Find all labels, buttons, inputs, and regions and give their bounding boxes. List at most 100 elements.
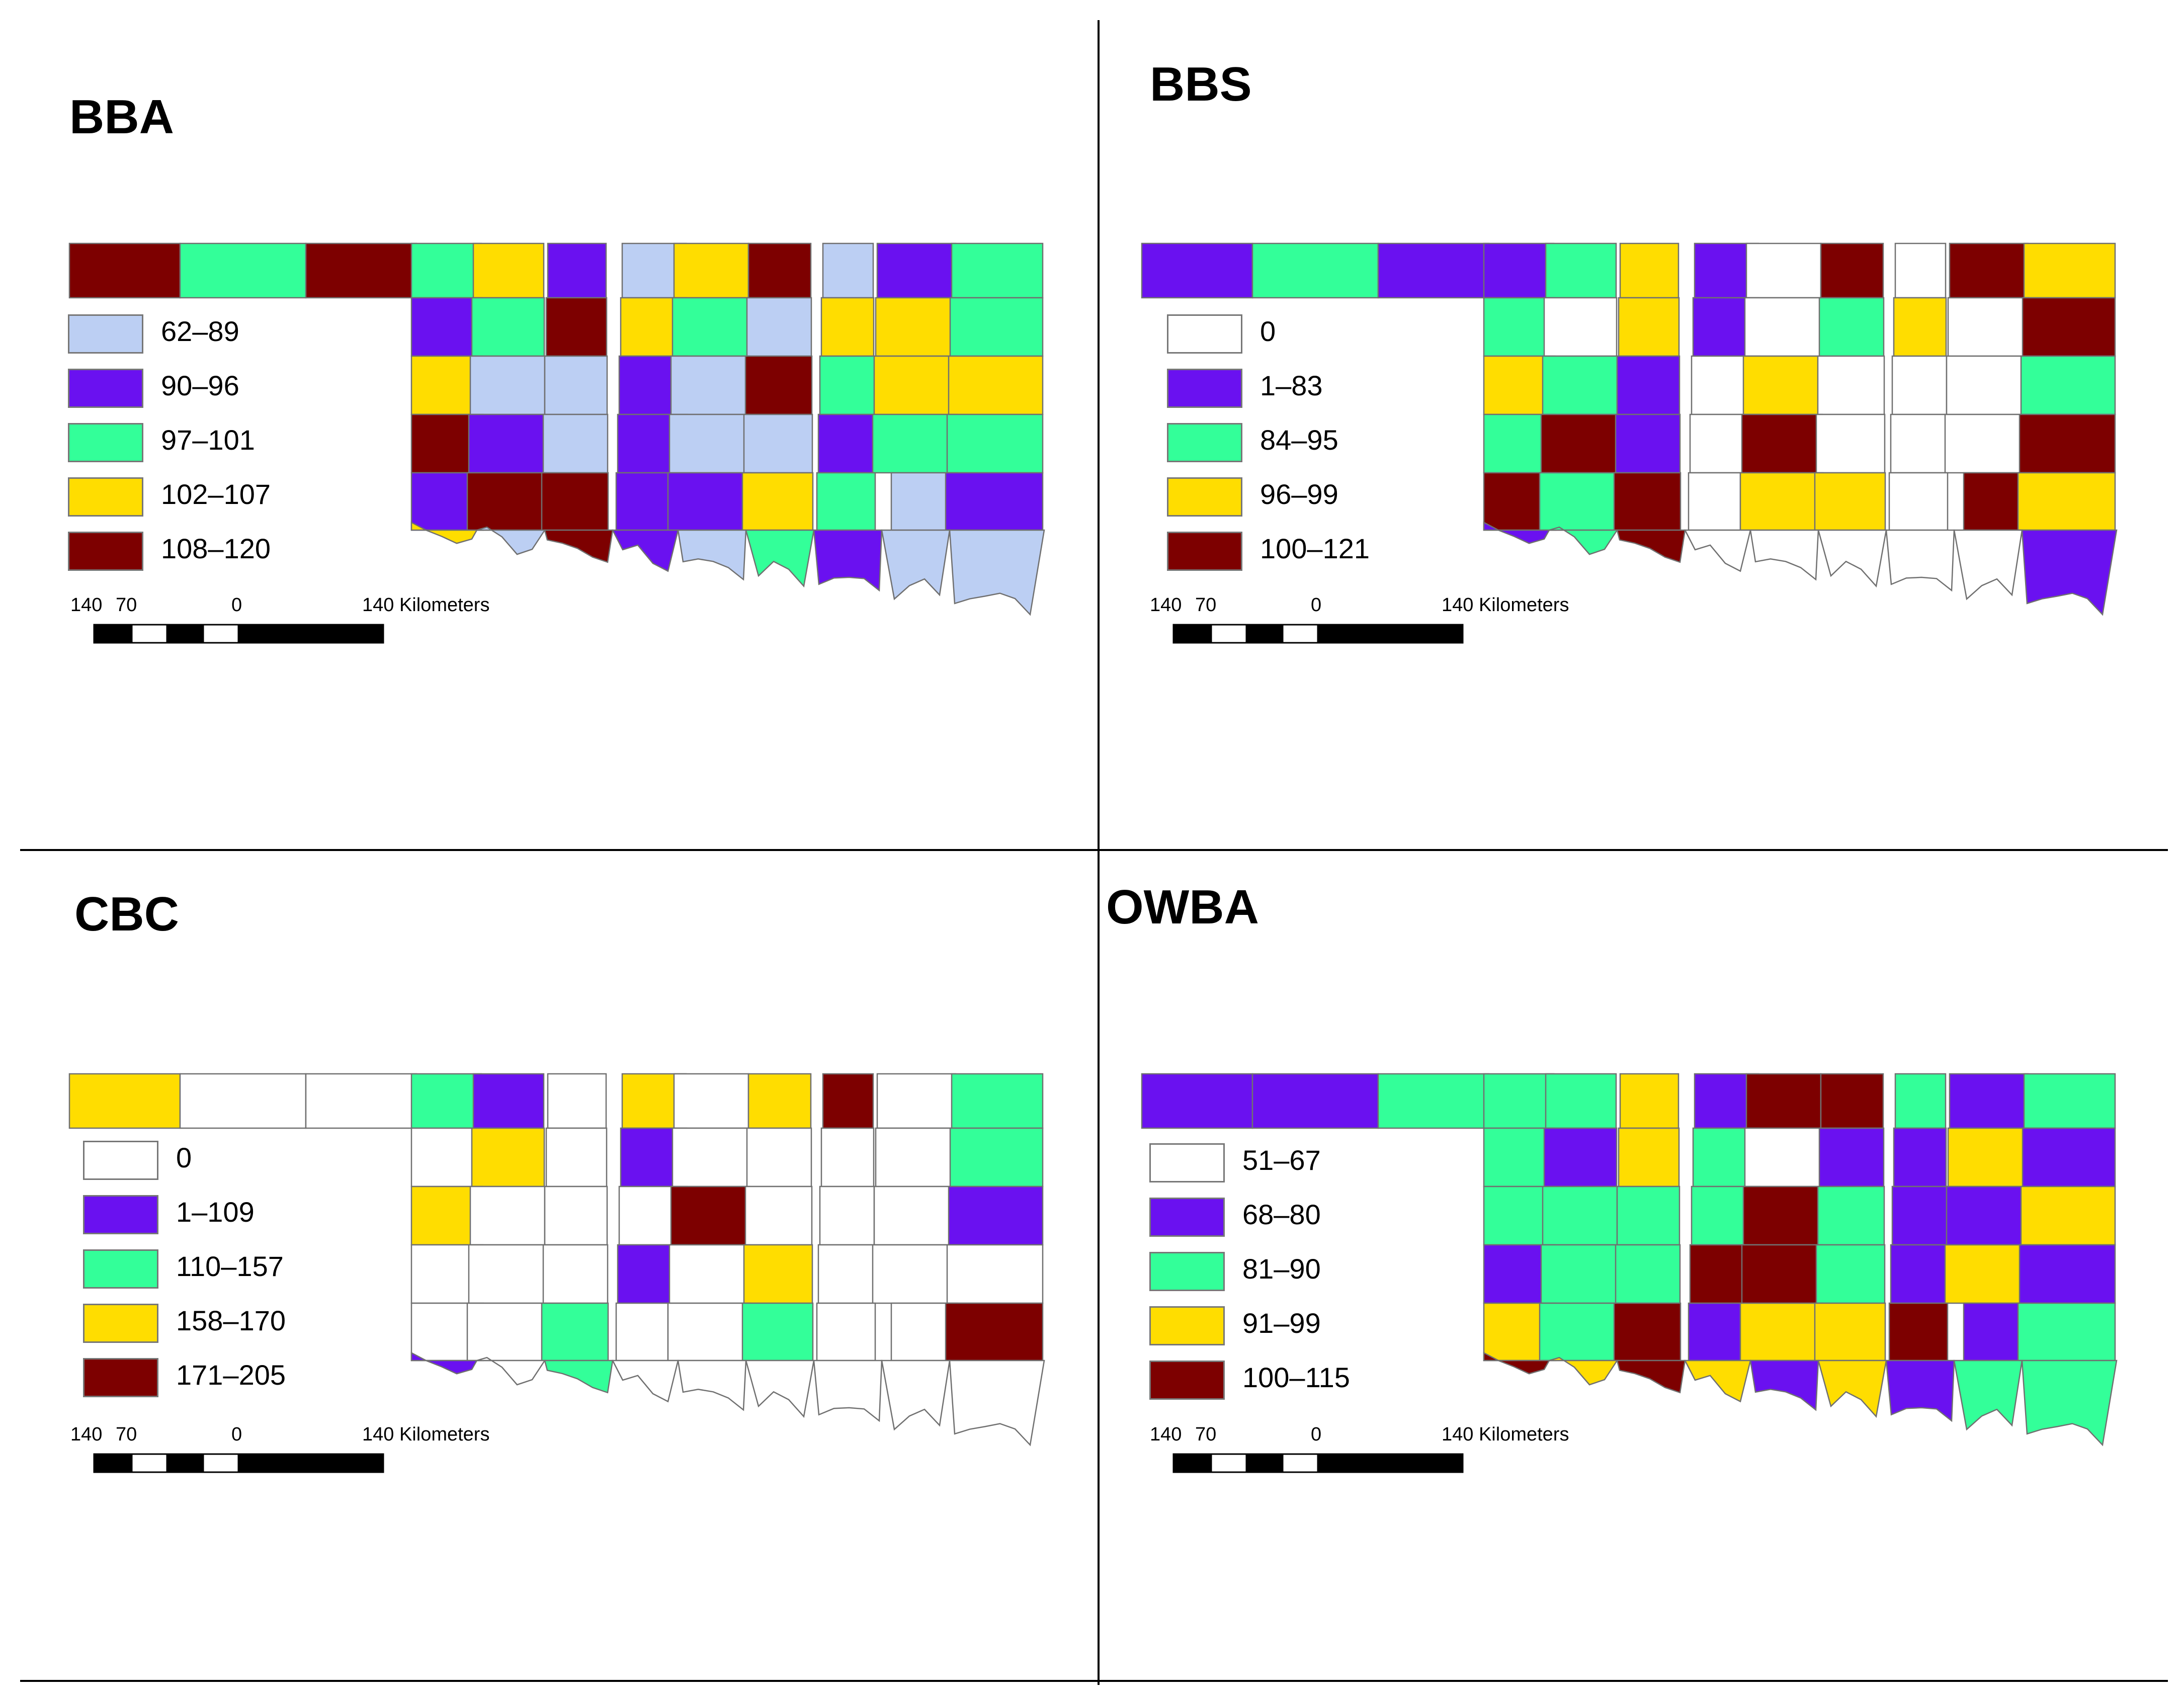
legend-swatch (83, 1141, 158, 1180)
county (1817, 1185, 1885, 1246)
county (1749, 1360, 1819, 1411)
county (747, 242, 812, 299)
scale-bar-segment (1282, 1453, 1319, 1473)
county (179, 242, 307, 299)
county (671, 297, 750, 357)
scale-bar: 140 70 0 140 Kilometers (70, 596, 523, 651)
panel-title: BBS (1150, 57, 1252, 111)
county (1377, 242, 1490, 299)
county (545, 1127, 608, 1188)
county (1616, 1360, 1686, 1394)
legend-label: 0 (1260, 315, 1276, 347)
county (2019, 413, 2116, 474)
county (1684, 1360, 1751, 1403)
county (179, 1073, 307, 1129)
legend-swatch (1149, 1361, 1225, 1400)
county (471, 297, 545, 357)
legend-swatch (68, 423, 143, 462)
county (469, 1185, 546, 1246)
legend-label: 158–170 (176, 1305, 286, 1336)
county (819, 1185, 875, 1246)
county (1817, 355, 1885, 415)
county (945, 1302, 1044, 1362)
county (544, 1185, 608, 1246)
scale-bar-segment (1317, 624, 1464, 644)
scale-bar-graphic (93, 1453, 384, 1473)
legend-label: 171–205 (176, 1359, 286, 1391)
county (673, 242, 749, 299)
county (410, 1073, 482, 1129)
legend-label: 51–67 (1242, 1144, 1321, 1176)
county (819, 355, 875, 415)
legend-label: 102–107 (161, 478, 271, 510)
county (410, 521, 478, 544)
county (670, 1185, 750, 1246)
county (745, 1360, 815, 1418)
scale-bar-graphic (93, 624, 384, 644)
county (1542, 1185, 1618, 1246)
county (820, 1127, 875, 1188)
county (2017, 1302, 2116, 1362)
county (1944, 1244, 2031, 1304)
legend-label: 68–80 (1242, 1199, 1321, 1230)
legend-item: 68–80 (1149, 1198, 1451, 1243)
county (668, 1244, 751, 1304)
county (68, 1073, 181, 1129)
legend: 0 1–109 110–157 158–170 171–205 (83, 1141, 435, 1412)
county (1619, 1073, 1679, 1129)
county (1483, 242, 1555, 299)
legend-swatch (68, 314, 143, 354)
county (1745, 242, 1822, 299)
legend-label: 81–90 (1242, 1253, 1321, 1285)
legend-label: 96–99 (1260, 478, 1338, 510)
county (468, 1244, 546, 1304)
county (2020, 1185, 2116, 1246)
county (1949, 1073, 2029, 1129)
legend-label: 91–99 (1242, 1307, 1321, 1339)
county (1613, 472, 1682, 531)
county (1251, 242, 1379, 299)
legend-swatch (83, 1304, 158, 1343)
scale-bar: 140 70 0 140 Kilometers (1150, 1425, 1603, 1480)
county (542, 1244, 609, 1304)
county (544, 1360, 614, 1394)
county (1613, 1302, 1682, 1362)
county (1814, 1302, 1886, 1362)
legend-item: 110–157 (83, 1249, 385, 1295)
county (816, 1302, 876, 1362)
scale-bar-segment (1317, 1453, 1464, 1473)
county (813, 1360, 883, 1422)
county (744, 355, 813, 415)
county (743, 1244, 813, 1304)
county (305, 242, 417, 299)
legend-label: 97–101 (161, 424, 255, 456)
county (1543, 1127, 1618, 1188)
legend-swatch (83, 1195, 158, 1234)
county (471, 1127, 545, 1188)
county (1891, 1185, 1948, 1246)
county (468, 413, 546, 474)
county (1741, 413, 1823, 474)
county (1619, 242, 1679, 299)
county (1483, 1073, 1555, 1129)
county (820, 297, 875, 357)
legend-label: 84–95 (1260, 424, 1338, 456)
county (1817, 1360, 1887, 1418)
county (2017, 472, 2116, 531)
county (1540, 413, 1619, 474)
county (1615, 413, 1681, 474)
county (747, 1073, 812, 1129)
legend-swatch (1149, 1306, 1225, 1345)
county (1744, 1127, 1822, 1188)
county (1885, 1360, 1955, 1422)
county (1885, 529, 1955, 592)
county (1947, 1127, 2030, 1188)
legend-item: 1–109 (83, 1195, 385, 1240)
scale-bar-segment (166, 624, 204, 644)
county (1483, 521, 1551, 544)
panel-bba: BBA 62–89 90–96 97–101 102–107 108–120 140 70… (0, 0, 1092, 847)
county (1539, 1302, 1619, 1362)
legend-item: 0 (1167, 314, 1469, 360)
county (2021, 1360, 2118, 1447)
county (1141, 242, 1253, 299)
